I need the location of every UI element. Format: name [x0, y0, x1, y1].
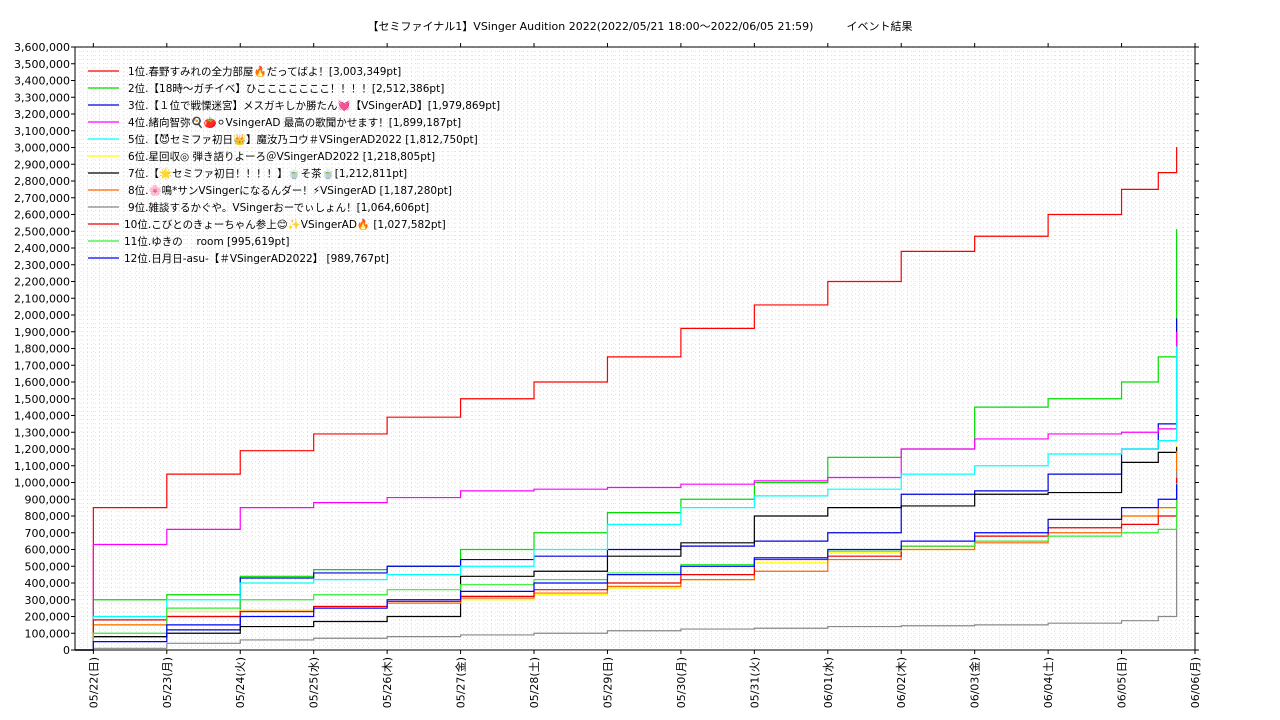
y-tick-label: 2,800,000: [14, 175, 70, 188]
legend-label: 4位.緒向智弥🍳🍅⚪VsingerAD 最高の歌聞かせます！[1,899,187…: [128, 116, 461, 129]
x-axis: 05/22(日) 05/23(月) 05/24(火) 05/25(水) 05/26(木)…: [87, 43, 1202, 708]
y-tick-label: 2,500,000: [14, 225, 70, 238]
legend-label: 7位.【🌟セミファ初日！！！！】🍵そ茶🍵[1,212,811pt]: [128, 167, 407, 180]
legend-label: 12位.日月日-asu-【＃VSingerAD2022】 [989,767pt]: [124, 252, 389, 265]
legend-label: 3位.【１位で戦慄迷宮】メスガキしか勝たん💓【VSingerAD】[1,979,…: [128, 99, 500, 112]
legend-label: 10位.こびとのきょーちゃん参上😊✨VSingerAD🔥 [1,027,582p…: [124, 218, 446, 231]
y-tick-label: 2,700,000: [14, 192, 70, 205]
x-tick-label: 05/31(火): [748, 657, 761, 708]
y-tick-label: 2,300,000: [14, 259, 70, 272]
y-tick-label: 1,400,000: [14, 410, 70, 423]
legend: 1位.春野すみれの全力部屋🔥だってばよ！[3,003,349pt] 2位.【18時…: [88, 65, 500, 265]
x-tick-label: 06/03(金): [968, 657, 982, 708]
y-tick-label: 1,700,000: [14, 359, 70, 372]
legend-label: 2位.【18時～ガチイベ】ひこここここここ！！！！[2,512,386pt]: [128, 82, 444, 95]
x-tick-label: 06/05(日): [1116, 657, 1129, 708]
y-tick-label: 700,000: [25, 527, 71, 540]
x-tick-label: 05/22(日): [87, 657, 100, 708]
y-tick-label: 2,100,000: [14, 292, 70, 305]
y-tick-label: 2,000,000: [14, 309, 70, 322]
legend-label: 1位.春野すみれの全力部屋🔥だってばよ！[3,003,349pt]: [128, 65, 401, 78]
x-tick-label: 05/23(月): [161, 657, 174, 708]
legend-label: 9位.雑談するかぐや。VSingerおーでぃしょん！[1,064,606pt]: [128, 201, 429, 214]
x-tick-label: 05/29(日): [601, 657, 614, 708]
series-line: [75, 471, 1178, 651]
series-line: [75, 477, 1178, 651]
y-tick-label: 3,500,000: [14, 58, 70, 71]
x-tick-label: 05/26(木): [381, 657, 394, 708]
y-tick-label: 3,600,000: [14, 41, 70, 54]
y-tick-label: 400,000: [25, 577, 71, 590]
y-tick-label: 600,000: [25, 544, 71, 557]
x-tick-label: 05/25(水): [308, 657, 321, 708]
x-tick-label: 05/30(月): [675, 657, 688, 708]
y-tick-label: 3,300,000: [14, 91, 70, 104]
series-line: [75, 484, 1178, 651]
legend-label: 5位.【😈セミファ初日👑】魔汝乃コウ＃VSingerAD2022 [1,812,…: [128, 133, 478, 146]
y-tick-label: 2,200,000: [14, 276, 70, 289]
y-tick-label: 0: [63, 644, 70, 657]
y-tick-label: 500,000: [25, 560, 71, 573]
legend-label: 6位.星回収◎ 弾き語りよーろ＠VSingerAD2022 [1,218,805…: [128, 150, 435, 163]
series-lines: [75, 146, 1178, 651]
x-tick-label: 06/06(月): [1189, 657, 1202, 708]
y-tick-label: 1,900,000: [14, 326, 70, 339]
y-axis: 0 100,000 200,000 300,000 400,000 500,000 600,…: [14, 41, 1199, 657]
y-tick-label: 3,200,000: [14, 108, 70, 121]
y-tick-label: 1,100,000: [14, 460, 70, 473]
x-tick-label: 06/01(水): [822, 657, 835, 708]
y-tick-label: 800,000: [25, 510, 71, 523]
y-tick-label: 2,400,000: [14, 242, 70, 255]
chart-title: 【セミファイナル1】VSinger Audition 2022(2022/05/…: [367, 20, 913, 33]
x-tick-label: 05/27(金): [454, 657, 468, 708]
y-tick-label: 3,400,000: [14, 75, 70, 88]
y-tick-label: 900,000: [25, 493, 71, 506]
x-tick-label: 06/02(木): [895, 657, 908, 708]
y-tick-label: 3,000,000: [14, 142, 70, 155]
series-line: [75, 446, 1178, 651]
x-tick-label: 05/28(土): [528, 657, 541, 708]
x-tick-label: 05/24(火): [234, 657, 247, 708]
series-line: [75, 146, 1178, 651]
y-tick-label: 3,100,000: [14, 125, 70, 138]
legend-label: 11位.ゆきの room [995,619pt]: [124, 235, 289, 248]
y-tick-label: 2,900,000: [14, 158, 70, 171]
y-tick-label: 200,000: [25, 611, 71, 624]
series-line: [75, 346, 1178, 651]
y-tick-label: 1,800,000: [14, 343, 70, 356]
x-tick-label: 06/04(土): [1042, 657, 1055, 708]
series-line: [75, 331, 1178, 651]
y-tick-label: 300,000: [25, 594, 71, 607]
y-tick-label: 1,000,000: [14, 477, 70, 490]
y-tick-label: 1,600,000: [14, 376, 70, 389]
y-tick-label: 2,600,000: [14, 209, 70, 222]
legend-label: 8位.🌸鳴*サンVSingerになるんダー！⚡VSingerAD [1,187,…: [128, 184, 452, 197]
y-tick-label: 1,300,000: [14, 426, 70, 439]
y-tick-label: 1,200,000: [14, 443, 70, 456]
y-tick-label: 1,500,000: [14, 393, 70, 406]
y-tick-label: 100,000: [25, 627, 71, 640]
